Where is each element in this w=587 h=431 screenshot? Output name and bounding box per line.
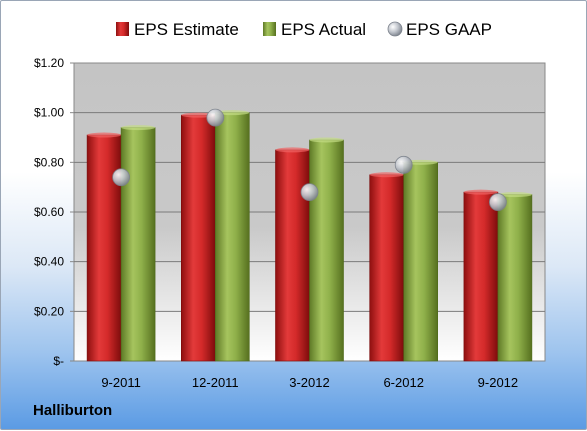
x-tick-label: 3-2012 [289,375,329,390]
bar-eps-estimate [463,191,499,362]
marker-eps-gaap [488,193,507,211]
y-tick-label: $- [53,354,64,368]
bar-eps-actual [215,112,250,362]
bar-eps-estimate [369,174,405,362]
y-tick-label: $0.80 [34,155,64,169]
bar-eps-actual-top [497,192,532,198]
y-tick-label: $0.60 [34,205,64,219]
bar-eps-estimate-top [463,189,498,195]
y-tick-label: $0.40 [34,255,64,269]
legend: EPS Estimate EPS Actual EPS GAAP [116,20,492,39]
bar-eps-estimate-top [369,172,404,178]
marker-eps-gaap [394,155,413,174]
marker-eps-gaap [300,183,319,202]
bar-eps-estimate [181,114,216,362]
bar-eps-estimate [86,134,122,362]
bar-eps-actual [403,162,439,362]
y-tick-label: $0.20 [34,304,64,318]
bar-eps-actual-top [215,110,250,116]
marker-eps-gaap [112,168,130,187]
bar-eps-estimate-top [275,147,310,153]
bar-eps-estimate [275,149,310,362]
gaap-markers [112,108,507,211]
legend-label: EPS Estimate [134,20,239,39]
y-tick-label: $1.20 [34,56,64,70]
y-axis-ticks: $- $0.20 $0.40 $0.60 $0.80 $1.00 $1.20 [34,56,74,368]
legend-swatch-eps-actual [263,22,276,36]
x-axis-ticks: 9-2011 12-2011 3-2012 6-2012 9-2012 [101,375,518,390]
legend-label: EPS GAAP [406,20,492,39]
bars [86,110,533,362]
x-tick-label: 9-2012 [478,375,518,390]
company-label: Halliburton [33,402,113,419]
legend-label: EPS Actual [281,20,366,39]
y-tick-label: $1.00 [34,106,64,120]
bar-eps-actual [309,139,344,362]
marker-eps-gaap [206,108,225,127]
x-tick-label: 9-2011 [101,375,141,390]
legend-swatch-eps-gaap [387,21,403,37]
bar-eps-actual-top [309,137,344,143]
legend-swatch-eps-estimate [116,22,129,36]
bar-eps-actual [497,194,533,362]
bar-eps-estimate-top [87,132,122,138]
bar-eps-actual-top [121,125,156,131]
x-tick-label: 12-2011 [192,375,239,390]
bar-eps-actual [120,127,156,362]
x-tick-label: 6-2012 [383,375,423,390]
